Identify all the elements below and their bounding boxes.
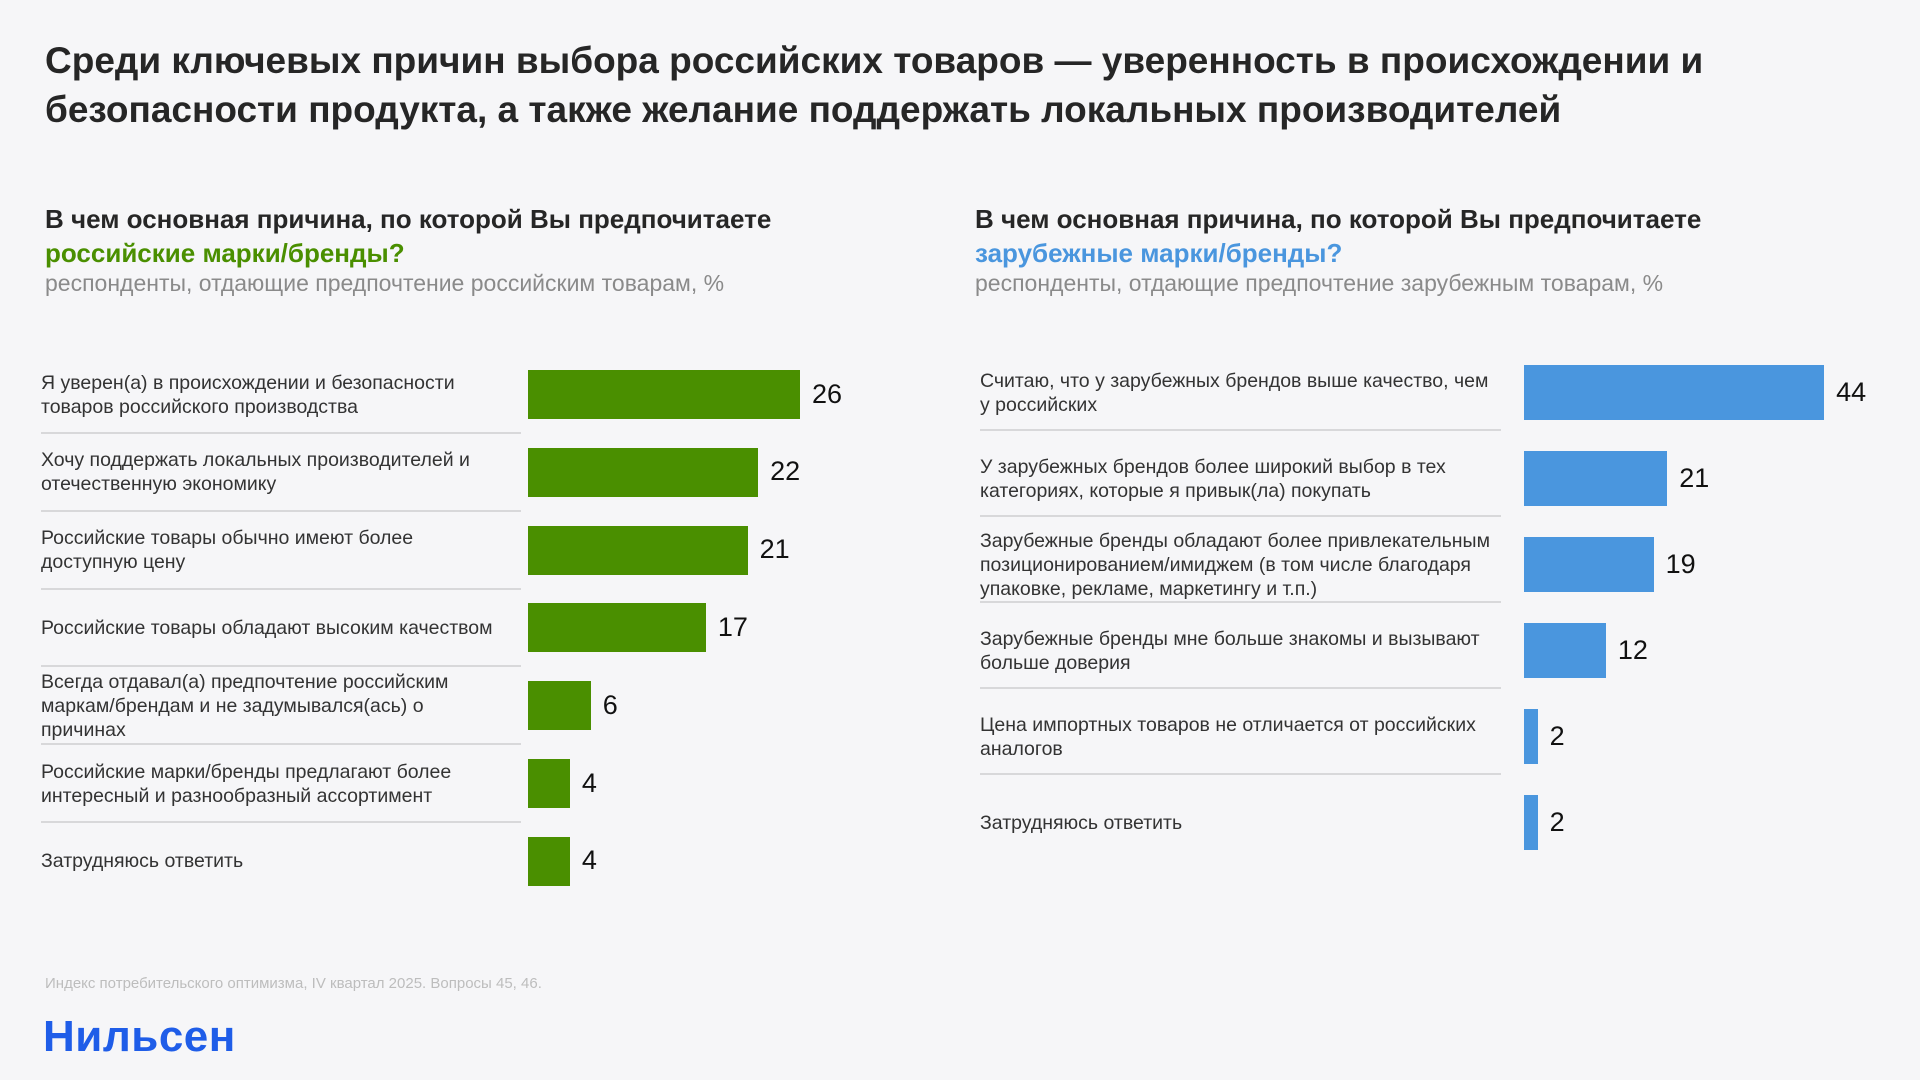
data-label: 22 bbox=[770, 456, 801, 487]
category-label: Затрудняюсь ответить bbox=[980, 811, 1183, 834]
data-label: 6 bbox=[602, 689, 618, 720]
right-question-highlight: зарубежные марки/бренды? bbox=[975, 238, 1343, 268]
bar bbox=[1524, 365, 1825, 420]
bar bbox=[528, 603, 706, 653]
category-label: Российские товары обладают высоким качес… bbox=[41, 616, 493, 639]
left-question-highlight: российские марки/бренды? bbox=[45, 238, 405, 268]
row-divider bbox=[41, 821, 521, 823]
bar bbox=[528, 525, 748, 575]
row-divider bbox=[41, 509, 521, 512]
category-label: Всегда отдавал(а) предпочтение российски… bbox=[41, 670, 449, 741]
bar bbox=[1524, 623, 1606, 678]
row-divider bbox=[41, 665, 521, 668]
row-divider bbox=[980, 687, 1501, 689]
category-label: Российские товары обычно имеют более дос… bbox=[41, 527, 414, 574]
data-label: 19 bbox=[1665, 548, 1696, 579]
data-label: 21 bbox=[759, 534, 790, 565]
bar bbox=[528, 370, 800, 419]
row-divider bbox=[980, 515, 1501, 517]
data-label: 26 bbox=[811, 378, 842, 409]
bar bbox=[528, 681, 591, 731]
bar bbox=[1524, 795, 1538, 850]
row-divider bbox=[980, 601, 1501, 603]
nielsen-logo: Нильсен bbox=[43, 1012, 236, 1061]
right-question-prefix: В чем основная причина, по которой Вы пр… bbox=[975, 204, 1702, 234]
category-label: У зарубежных брендов более широкий выбор… bbox=[980, 455, 1446, 502]
category-label: Затрудняюсь ответить bbox=[41, 850, 244, 873]
bar bbox=[528, 836, 570, 886]
right-chart-question: В чем основная причина, по которой Вы пр… bbox=[975, 202, 1775, 270]
data-label: 21 bbox=[1679, 462, 1710, 493]
left-chart-question: В чем основная причина, по которой Вы пр… bbox=[45, 202, 845, 270]
row-divider bbox=[980, 773, 1501, 775]
data-label: 2 bbox=[1549, 720, 1565, 751]
bar bbox=[1524, 451, 1668, 506]
category-label: Зарубежные бренды мне больше знакомы и в… bbox=[980, 627, 1480, 674]
category-label: Хочу поддержать локальных производителей… bbox=[41, 449, 470, 496]
category-label: Зарубежные бренды обладают более привлек… bbox=[980, 529, 1490, 600]
left-chart-subtitle: респонденты, отдающие предпочтение росси… bbox=[45, 270, 725, 296]
category-label: Цена импортных товаров не отличается от … bbox=[980, 713, 1476, 760]
bar bbox=[528, 447, 759, 497]
right-chart-subtitle: респонденты, отдающие предпочтение заруб… bbox=[975, 270, 1664, 296]
data-label: 4 bbox=[581, 845, 597, 876]
category-label: Я уверен(а) в происхождении и безопаснос… bbox=[41, 371, 455, 418]
row-divider bbox=[980, 429, 1501, 431]
category-label: Российские марки/бренды предлагают более… bbox=[41, 760, 452, 807]
data-label: 2 bbox=[1549, 806, 1565, 837]
data-label: 44 bbox=[1836, 376, 1867, 407]
row-divider bbox=[41, 743, 521, 746]
bar bbox=[1524, 537, 1654, 592]
data-label: 12 bbox=[1617, 634, 1648, 665]
page-title: Среди ключевых причин выбора российских … bbox=[45, 40, 1704, 130]
row-divider bbox=[41, 432, 521, 434]
data-label: 17 bbox=[717, 611, 748, 642]
bar bbox=[1524, 709, 1538, 764]
bar bbox=[528, 759, 570, 808]
source-note: Индекс потребительского оптимизма, IV кв… bbox=[45, 975, 542, 992]
row-divider bbox=[41, 587, 521, 590]
left-question-prefix: В чем основная причина, по которой Вы пр… bbox=[45, 204, 772, 234]
data-label: 4 bbox=[581, 767, 597, 798]
category-label: Считаю, что у зарубежных брендов выше ка… bbox=[980, 369, 1489, 416]
